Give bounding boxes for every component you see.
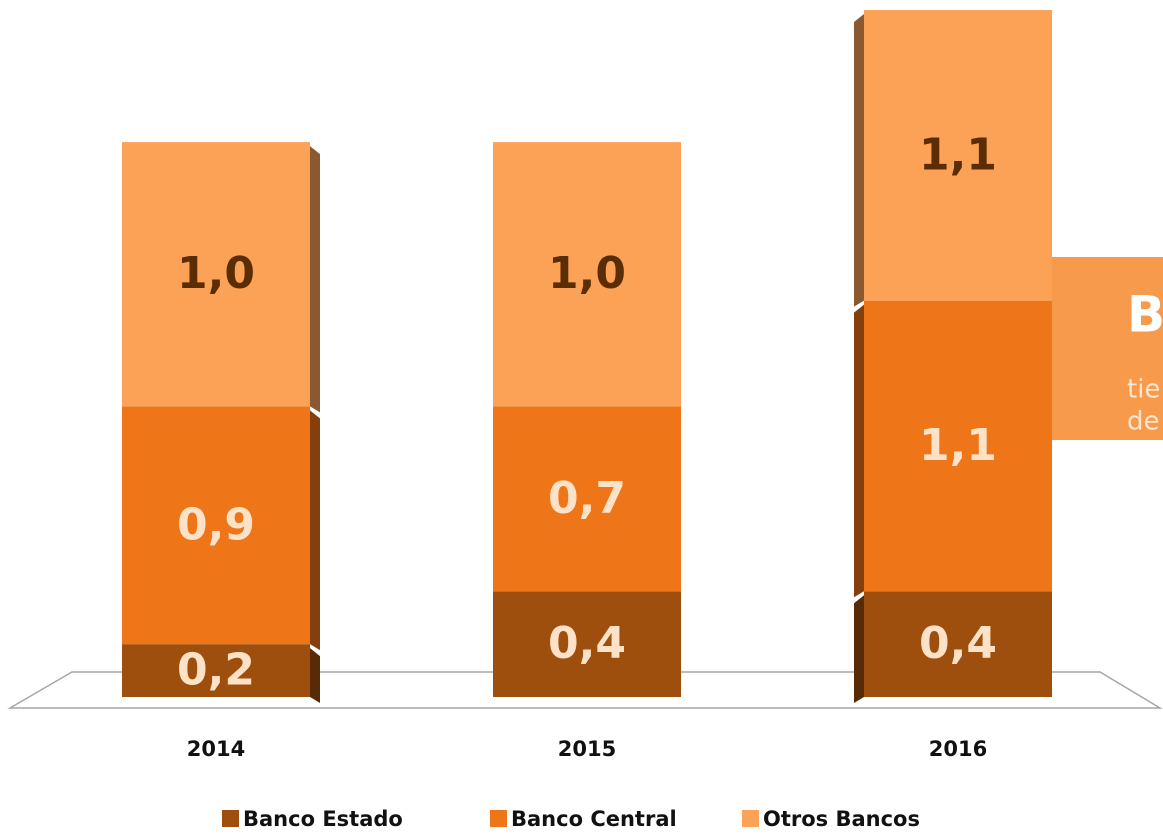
- data-label: 0,9: [177, 499, 255, 550]
- data-label: 0,4: [919, 618, 997, 669]
- callout-title: B: [1127, 286, 1163, 344]
- bars: 0,2 0,9 1,0 0,4 0,7 1,0 0,4 1,1 1,1: [122, 10, 1052, 703]
- legend-swatch: [490, 810, 507, 827]
- callout-line: tie: [1127, 375, 1160, 405]
- legend-swatch: [742, 810, 759, 827]
- x-tick-label: 2015: [558, 737, 616, 761]
- bar-segment: [864, 591, 1052, 697]
- x-tick-label: 2014: [187, 737, 245, 761]
- data-label: 0,7: [548, 473, 626, 524]
- legend-label: Banco Estado: [243, 807, 403, 831]
- bar-segment: [122, 644, 310, 697]
- bar-segment: [493, 591, 681, 697]
- callout-box: [1052, 257, 1163, 440]
- bar-segment: [493, 406, 681, 592]
- data-label: 1,0: [548, 248, 626, 299]
- legend-swatch: [222, 810, 239, 827]
- data-label: 1,1: [919, 420, 997, 471]
- callout-line: de: [1127, 407, 1160, 437]
- legend-label: Otros Bancos: [763, 807, 920, 831]
- bar-side: [310, 146, 320, 413]
- bar-segment: [493, 142, 681, 407]
- bar-side: [310, 410, 320, 651]
- bar-side: [310, 648, 320, 703]
- bar-segment: [122, 142, 310, 407]
- data-label: 0,4: [548, 618, 626, 669]
- bar-side: [854, 595, 864, 703]
- bar-segment: [864, 300, 1052, 592]
- legend-label: Banco Central: [511, 807, 677, 831]
- bar-segment: [122, 406, 310, 645]
- data-label: 1,1: [919, 129, 997, 180]
- data-label: 1,0: [177, 248, 255, 299]
- data-label: 0,2: [177, 645, 255, 696]
- bar-side: [854, 14, 864, 307]
- bar-segment: [864, 10, 1052, 301]
- x-tick-label: 2016: [929, 737, 987, 761]
- bar-side: [854, 304, 864, 598]
